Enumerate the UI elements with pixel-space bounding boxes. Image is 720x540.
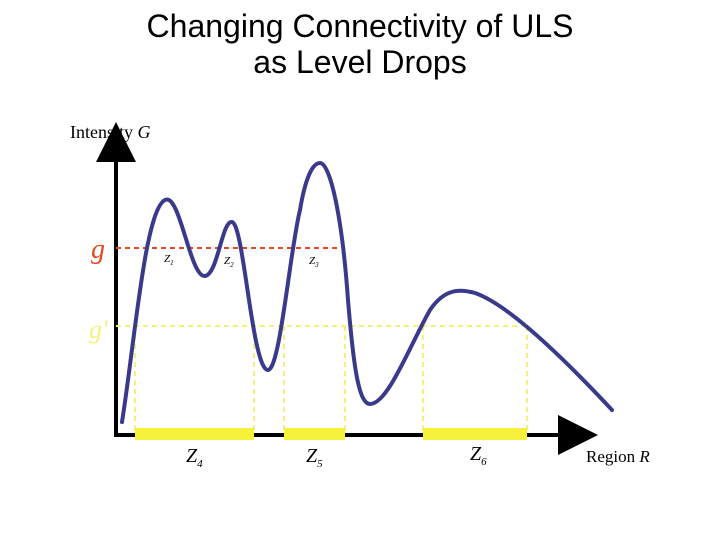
title-line-2: as Level Drops [253, 44, 467, 80]
component-segments [135, 428, 527, 440]
label-z2: Z2 [224, 255, 234, 269]
label-z4: Z4 [186, 445, 203, 470]
segment-z4 [135, 428, 254, 440]
level-g-label: g [91, 234, 105, 265]
level-g-prime-label: g' [89, 315, 108, 344]
slide-title: Changing Connectivity of ULS as Level Dr… [0, 8, 720, 80]
label-z5: Z5 [306, 445, 323, 470]
drop-lines [134, 326, 528, 432]
segment-z6 [423, 428, 527, 440]
segment-z5 [284, 428, 345, 440]
label-z1: Z1 [164, 253, 174, 267]
label-z6: Z6 [470, 443, 487, 468]
title-line-1: Changing Connectivity of ULS [146, 8, 574, 44]
label-z3: Z3 [309, 255, 319, 269]
intensity-curve [120, 161, 614, 424]
y-axis-label: Intensity G [70, 122, 151, 142]
x-axis-label: Region R [586, 447, 650, 466]
